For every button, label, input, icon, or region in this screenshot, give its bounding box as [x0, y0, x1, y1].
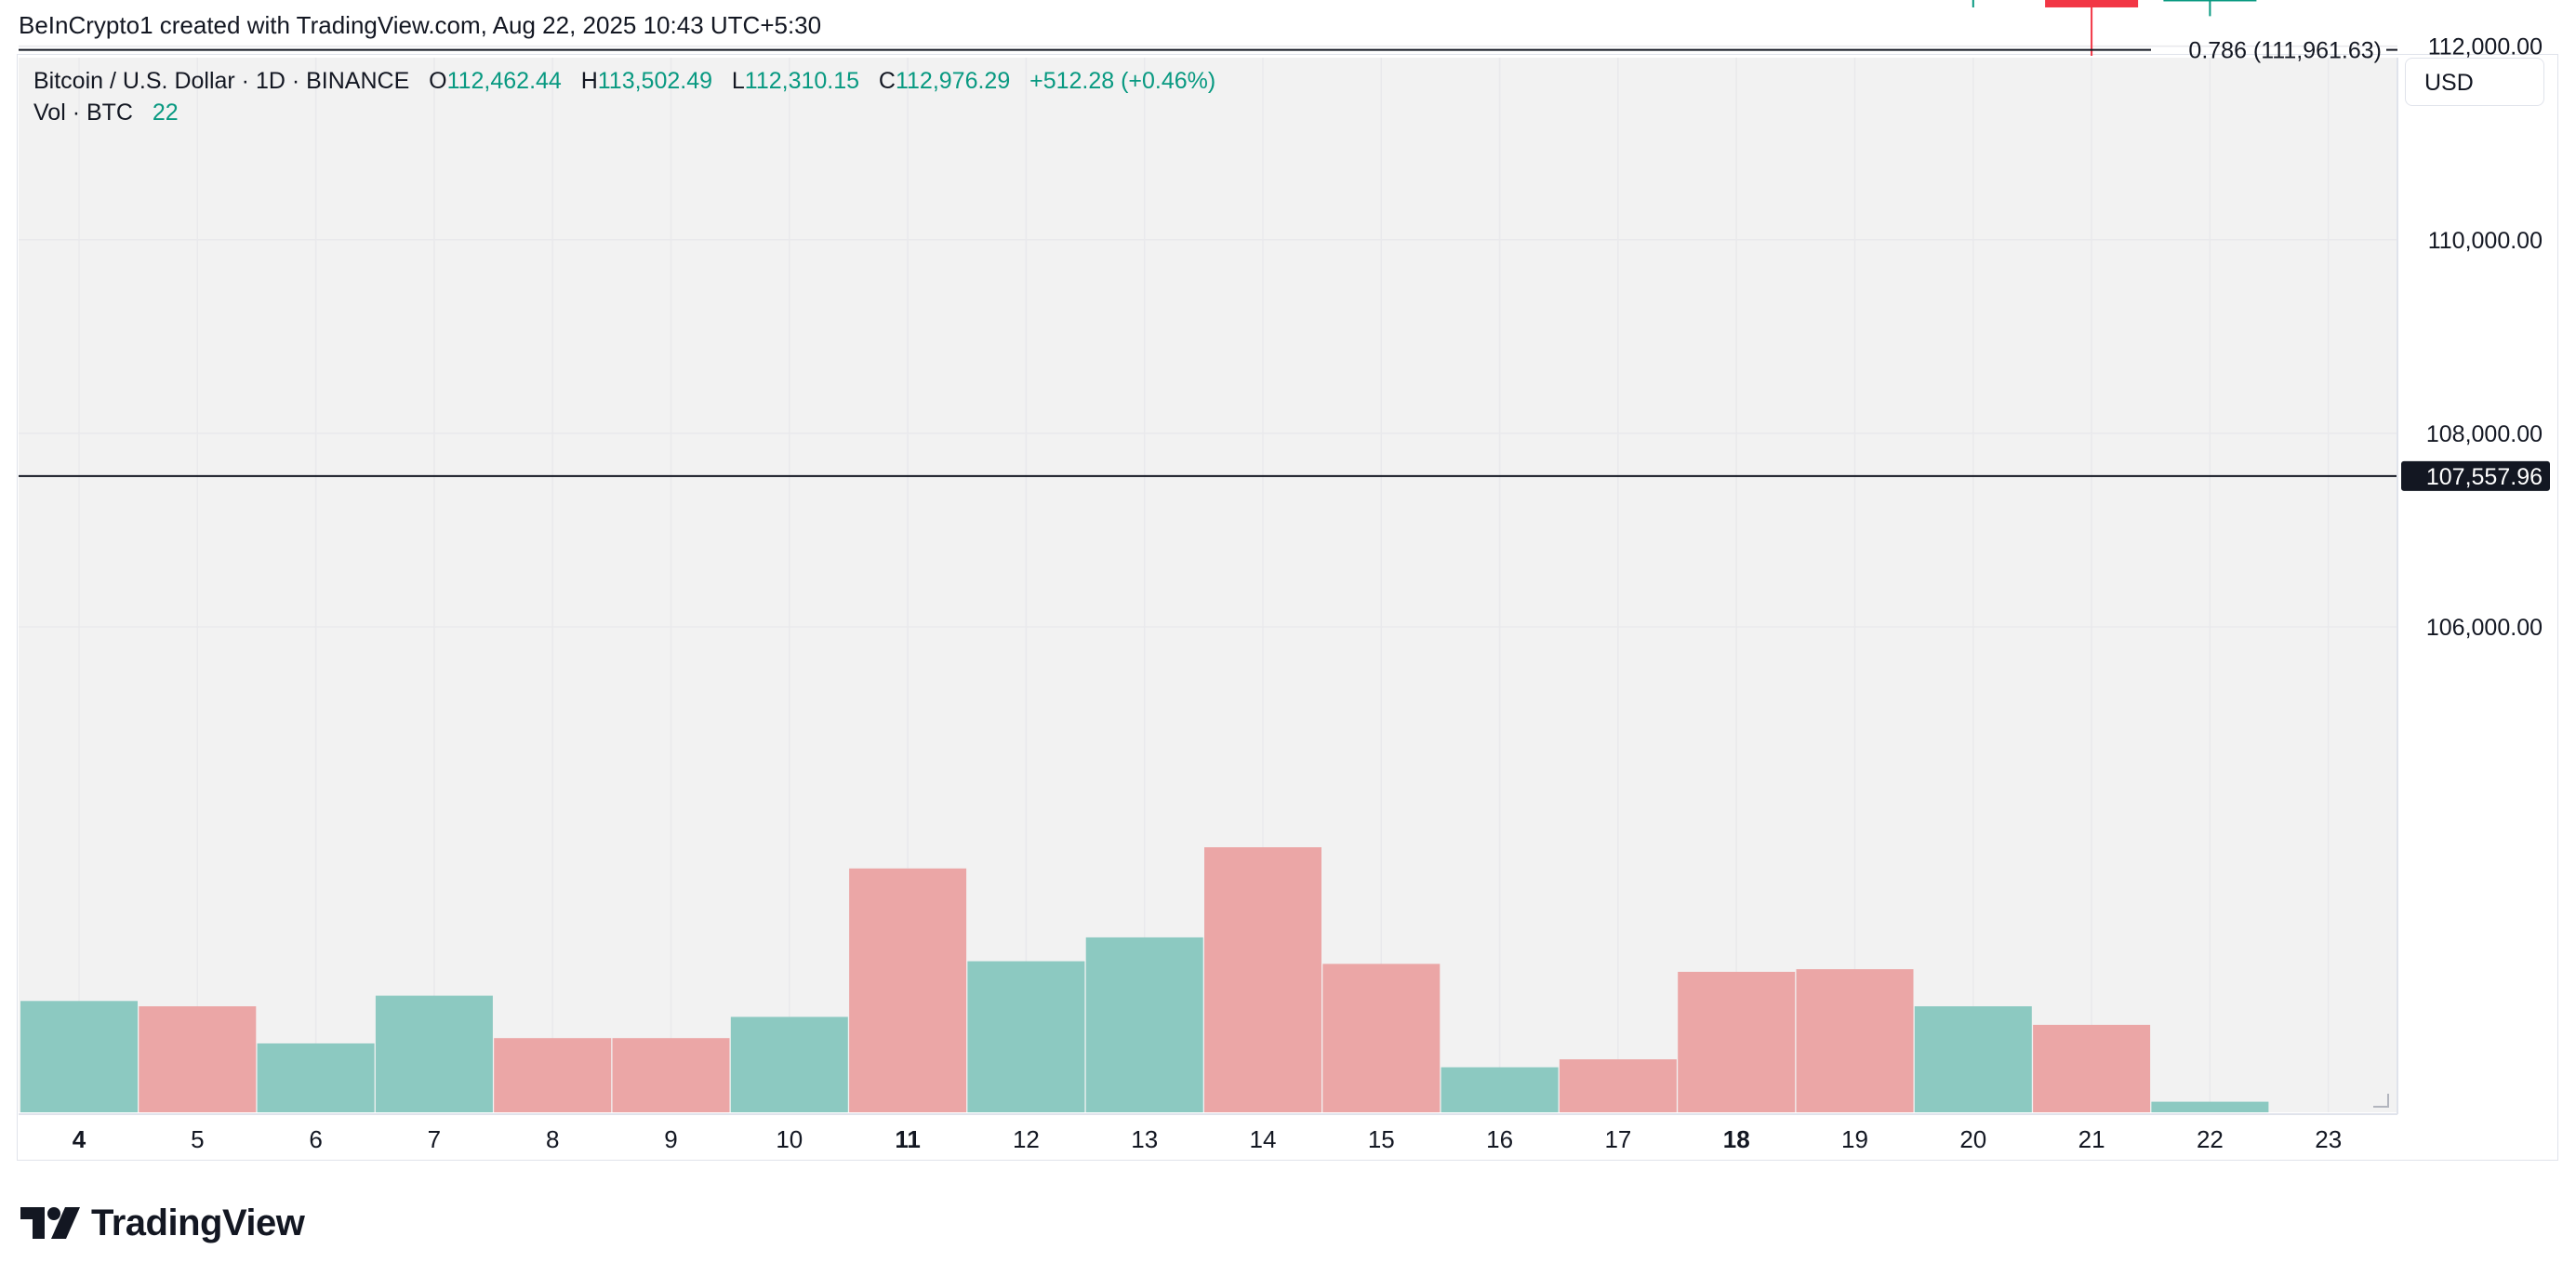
time-axis-label: 21: [2078, 1125, 2105, 1153]
symbol-title[interactable]: Bitcoin / U.S. Dollar · 1D · BINANCE: [33, 68, 410, 94]
candle-body: [2045, 0, 2139, 7]
price-axis-label: 108,000.00: [2426, 421, 2543, 447]
volume-bar: [1678, 971, 1796, 1112]
low-value: 112,310.15: [744, 68, 860, 94]
open-value: 112,462.44: [446, 68, 562, 94]
volume-bar: [612, 1038, 730, 1112]
time-axis-label: 12: [1013, 1125, 1040, 1153]
price-axis-label: 112,000.00: [2428, 34, 2543, 60]
time-axis-label: 19: [1841, 1125, 1868, 1153]
volume-bar: [849, 868, 967, 1112]
volume-bar: [375, 995, 493, 1112]
volume-label[interactable]: Vol · BTC: [33, 100, 133, 126]
chart-legend: Bitcoin / U.S. Dollar · 1D · BINANCE O11…: [33, 65, 1215, 128]
chart-frame: [17, 54, 2558, 1161]
volume-bar: [20, 1001, 138, 1112]
volume-bar: [2033, 1024, 2151, 1112]
time-axis-label: 23: [2315, 1125, 2342, 1153]
horizontal-line-price-label: 107,557.96: [2426, 464, 2543, 490]
candle-body: [2163, 0, 2257, 2]
time-axis-label: 18: [1723, 1125, 1750, 1153]
fib-level-label: 0.786 (111,961.63): [2188, 38, 2382, 64]
time-axis-label: 17: [1604, 1125, 1631, 1153]
time-axis-label: 5: [191, 1125, 204, 1153]
volume-value: 22: [152, 100, 179, 126]
currency-button[interactable]: USD: [2405, 58, 2544, 106]
time-axis-label: 15: [1368, 1125, 1395, 1153]
high-label: H: [580, 68, 598, 94]
volume-bar: [730, 1017, 848, 1112]
price-axis-label: 110,000.00: [2428, 228, 2543, 254]
time-axis-label: 13: [1131, 1125, 1158, 1153]
volume-bar: [1322, 964, 1441, 1112]
volume-bar: [139, 1006, 257, 1112]
volume-bar: [1441, 1067, 1559, 1112]
time-axis-label: 14: [1250, 1125, 1277, 1153]
time-axis-label: 16: [1486, 1125, 1513, 1153]
close-label: C: [878, 68, 896, 94]
time-axis-label: 9: [664, 1125, 677, 1153]
volume-bar: [494, 1038, 612, 1112]
high-value: 113,502.49: [597, 68, 713, 94]
time-axis-label: 10: [776, 1125, 803, 1153]
close-value: 112,976.29: [895, 68, 1011, 94]
time-axis-label: 8: [546, 1125, 559, 1153]
volume-bar: [1559, 1059, 1677, 1112]
time-axis-label: 20: [1959, 1125, 1986, 1153]
chart-attribution: BeInCrypto1 created with TradingView.com…: [19, 11, 822, 39]
time-axis-label: 11: [895, 1125, 921, 1153]
open-label: O: [429, 68, 447, 94]
volume-bar: [1085, 937, 1203, 1112]
time-axis-label: 7: [428, 1125, 441, 1153]
volume-bar: [1796, 969, 1914, 1112]
time-axis-label: 22: [2197, 1125, 2224, 1153]
volume-bar: [1204, 847, 1321, 1112]
tradingview-logo[interactable]: TradingView: [20, 1200, 305, 1246]
price-axis-label: 106,000.00: [2426, 615, 2543, 641]
volume-bar: [2151, 1101, 2269, 1112]
price-change: +512.28 (+0.46%): [1029, 68, 1216, 94]
tradingview-logo-icon: [20, 1207, 80, 1239]
horizontal-line-price-tag: [2401, 460, 2550, 491]
low-label: L: [731, 68, 745, 94]
time-axis-label: 4: [73, 1125, 86, 1153]
time-axis-label: 6: [309, 1125, 322, 1153]
volume-bar: [257, 1043, 375, 1112]
volume-bar: [1914, 1006, 2032, 1112]
tradingview-brand-text: TradingView: [91, 1202, 305, 1243]
volume-bar: [967, 961, 1085, 1112]
scale-corner-icon: [2373, 1094, 2389, 1108]
